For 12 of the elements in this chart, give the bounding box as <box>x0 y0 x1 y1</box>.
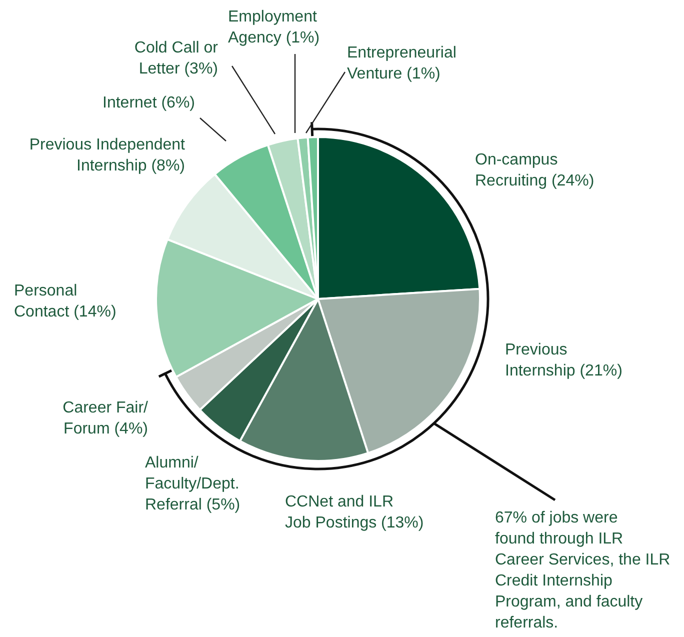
slice-label: Career Fair/ Forum (4%) <box>62 399 149 438</box>
text: 67% of jobs were found through ILR Career Services, the ILR Credit Internship Program, and faculty referrals. <box>495 509 670 632</box>
slice-label: Cold Call or Letter (3%) <box>134 39 219 78</box>
slice-label: CCNet and ILR Job Postings (13%) <box>285 493 424 532</box>
slice-label: Entrepreneurial Venture (1%) <box>347 44 456 82</box>
slice-label: Previous Independent Internship (8%) <box>29 136 186 174</box>
slice-label: Internet (6%) <box>102 94 195 112</box>
slice-label: On-campus Recruiting (24%) <box>475 151 594 190</box>
slice-label: Employment Agency (1%) <box>228 8 320 46</box>
slice-label: Personal Contact (14%) <box>14 282 116 320</box>
slice-label: Alumni/ Faculty/Dept. Referral (5%) <box>145 454 240 514</box>
slice-label: Previous Internship (21%) <box>505 341 622 380</box>
